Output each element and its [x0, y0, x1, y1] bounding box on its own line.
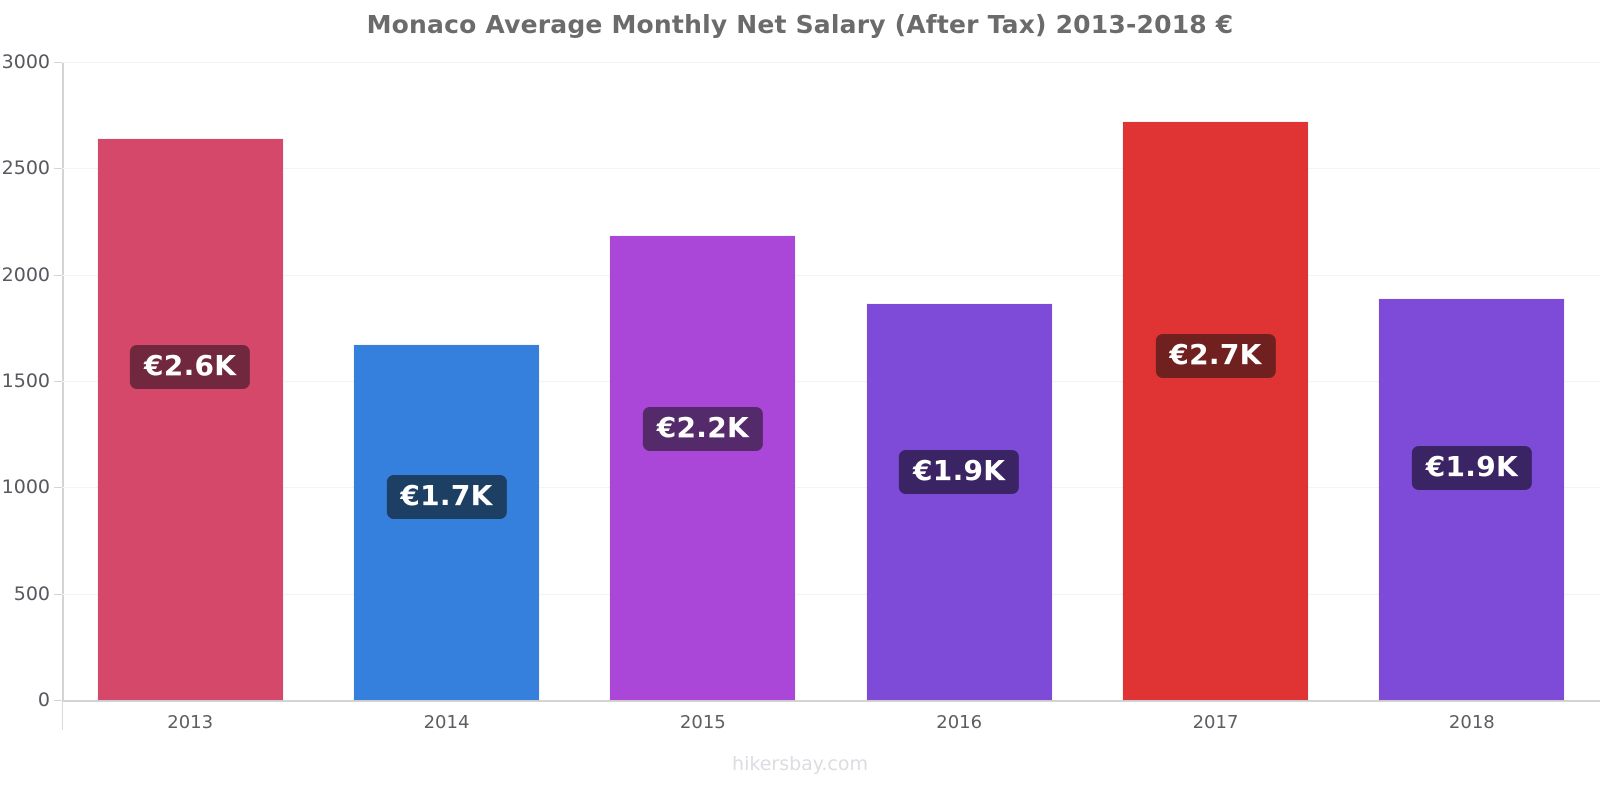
y-axis-tick-mark — [54, 700, 62, 701]
bar[interactable] — [1122, 121, 1309, 700]
x-axis-tick-label: 2017 — [1192, 712, 1239, 733]
bar-value-label: €2.6K — [130, 344, 251, 389]
y-axis-line-extension — [62, 702, 63, 730]
bar-value-label: €2.2K — [642, 406, 763, 451]
x-axis-tick-label: 2015 — [679, 712, 726, 733]
bar[interactable] — [97, 138, 283, 700]
y-axis-tick-mark — [54, 274, 62, 276]
bar[interactable] — [610, 236, 796, 700]
watermark: hikersbay.com — [732, 753, 868, 775]
y-axis-tick-label: 1500 — [1, 370, 50, 392]
bar-value-label: €1.9K — [1411, 446, 1532, 491]
y-axis-tick-label: 1000 — [1, 476, 50, 499]
x-axis-tick-label: 2016 — [936, 712, 983, 733]
bar[interactable] — [866, 304, 1052, 700]
gridline — [62, 274, 1600, 276]
y-axis-tick-label: 0 — [37, 689, 50, 711]
gridline — [62, 700, 1600, 702]
gridline — [62, 593, 1600, 595]
y-axis-tick-mark — [54, 168, 62, 170]
bar[interactable] — [1379, 299, 1565, 700]
gridline — [62, 381, 1600, 382]
y-axis-tick-label: 3000 — [1, 51, 50, 73]
gridline — [62, 168, 1600, 170]
bar-value-label: €2.7K — [1155, 333, 1276, 378]
y-axis-tick-mark — [54, 381, 62, 382]
gridline — [62, 62, 1600, 63]
y-axis-tick-mark — [54, 487, 62, 489]
x-axis-tick-label: 2018 — [1448, 712, 1495, 733]
plot-area — [62, 62, 1600, 702]
bar-value-label: €1.9K — [899, 449, 1020, 494]
x-axis-tick-label: 2013 — [167, 712, 214, 733]
gridline — [62, 487, 1600, 489]
y-axis-tick-label: 500 — [13, 582, 50, 605]
y-axis-tick-mark — [54, 62, 62, 63]
y-axis-line — [62, 62, 64, 702]
y-axis-tick-label: 2500 — [1, 157, 50, 180]
x-axis-tick-label: 2014 — [423, 712, 470, 733]
chart-title: Monaco Average Monthly Net Salary (After… — [366, 10, 1234, 39]
bar-value-label: €1.7K — [386, 475, 507, 520]
y-axis-tick-mark — [54, 593, 62, 595]
bar[interactable] — [353, 344, 540, 700]
y-axis-tick-label: 2000 — [1, 263, 50, 286]
